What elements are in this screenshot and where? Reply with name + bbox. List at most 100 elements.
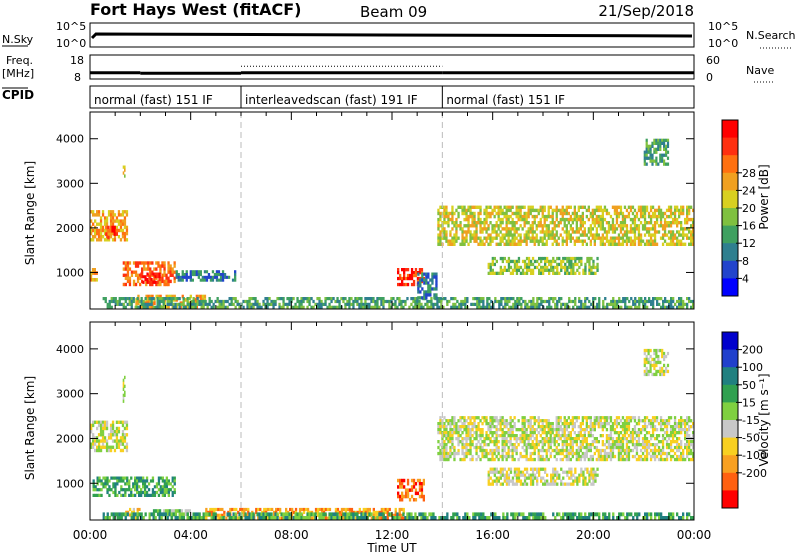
power-cell: [661, 154, 663, 157]
power-cell: [554, 297, 556, 300]
power-cell: [640, 212, 642, 215]
velocity-cell: [164, 494, 166, 497]
velocity-cell: [586, 449, 588, 452]
power-cell: [496, 230, 498, 233]
power-cell: [459, 227, 461, 230]
power-cell: [652, 300, 654, 303]
power-cell: [419, 268, 421, 271]
velocity-cell: [580, 458, 582, 461]
velocity-cell: [421, 492, 423, 496]
power-cell: [584, 233, 586, 236]
velocity-cell: [574, 422, 576, 425]
velocity-cell: [588, 477, 590, 480]
velocity-cell: [498, 422, 500, 425]
velocity-cell: [576, 483, 578, 486]
power-cell: [558, 224, 560, 227]
velocity-cell: [93, 488, 95, 491]
power-cell: [636, 306, 638, 309]
velocity-cell: [650, 425, 652, 428]
power-cell: [431, 287, 433, 290]
velocity-cell: [680, 440, 682, 443]
power-cell: [655, 151, 657, 154]
velocity-cell: [449, 440, 451, 443]
power-cell: [680, 306, 682, 309]
velocity-cell: [116, 446, 118, 449]
velocity-cell: [457, 419, 459, 422]
power-cell: [618, 237, 620, 240]
power-cell: [494, 263, 496, 266]
velocity-cell: [110, 436, 112, 439]
velocity-cell: [546, 431, 548, 434]
power-cell: [412, 297, 414, 300]
power-cell: [201, 306, 203, 309]
power-cell: [308, 297, 310, 300]
power-cell: [506, 230, 508, 233]
velocity-cell: [451, 431, 453, 434]
power-cell: [646, 240, 648, 243]
power-cell: [674, 206, 676, 209]
power-cell: [155, 261, 157, 264]
power-cell: [467, 209, 469, 212]
power-cell: [584, 263, 586, 266]
power-cell: [680, 240, 682, 243]
power-cell: [467, 224, 469, 227]
velocity-cell: [578, 437, 580, 440]
power-cell: [173, 297, 175, 300]
power-cell: [451, 221, 453, 224]
velocity-cell: [520, 434, 522, 437]
velocity-cell: [626, 425, 628, 428]
power-cell: [642, 206, 644, 209]
power-cell: [650, 209, 652, 212]
velocity-cell: [483, 416, 485, 419]
power-cell: [530, 306, 532, 309]
power-cell: [532, 272, 534, 275]
velocity-cell: [126, 421, 128, 424]
power-cell: [223, 306, 225, 309]
velocity-cell: [608, 455, 610, 458]
velocity-cell: [487, 437, 489, 440]
velocity-cell: [516, 474, 518, 477]
power-cell: [125, 297, 127, 300]
velocity-cell: [457, 431, 459, 434]
velocity-cell: [443, 452, 445, 455]
power-cell: [524, 260, 526, 263]
power-cell: [550, 297, 552, 300]
power-cell: [538, 209, 540, 212]
power-cell: [146, 281, 148, 284]
velocity-cell: [546, 437, 548, 440]
power-cell: [435, 275, 437, 278]
power-cell: [233, 303, 235, 306]
power-cell: [455, 233, 457, 236]
velocity-cell: [598, 419, 600, 422]
velocity-cell: [540, 434, 542, 437]
power-cell: [143, 303, 145, 306]
power-cell: [664, 297, 666, 300]
power-cell: [514, 269, 516, 272]
power-cell: [520, 212, 522, 215]
velocity-cell: [463, 452, 465, 455]
power-cell: [123, 274, 125, 277]
velocity-cell: [506, 431, 508, 434]
velocity-cell: [471, 455, 473, 458]
power-cell: [663, 148, 665, 151]
power-cell: [596, 206, 598, 209]
velocity-cell: [690, 452, 692, 455]
power-cell: [462, 300, 464, 303]
power-cell: [463, 209, 465, 212]
velocity-cell: [690, 419, 692, 422]
velocity-cell: [688, 452, 690, 455]
power-cell: [463, 218, 465, 221]
power-cell: [528, 227, 530, 230]
power-cell: [504, 257, 506, 260]
velocity-cell: [608, 416, 610, 419]
power-cell: [229, 297, 231, 300]
velocity-cell: [604, 416, 606, 419]
power-cell: [122, 223, 124, 226]
velocity-cell: [98, 424, 100, 427]
velocity-cell: [556, 452, 558, 455]
velocity-cell: [522, 428, 524, 431]
power-cell: [614, 300, 616, 303]
velocity-cell: [399, 485, 401, 489]
velocity-cell: [650, 443, 652, 446]
power-cell: [644, 224, 646, 227]
